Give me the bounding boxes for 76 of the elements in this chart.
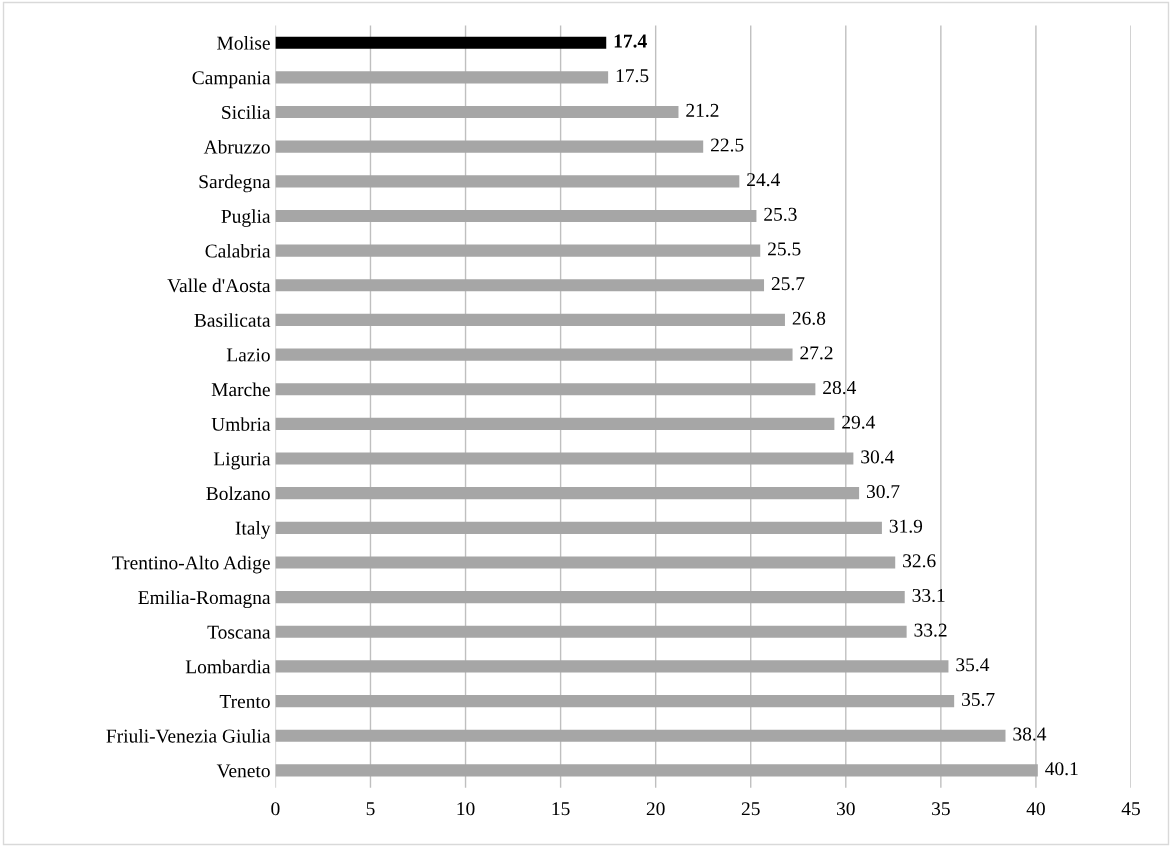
bar: [275, 105, 679, 119]
data-label: 38.4: [1013, 727, 1047, 741]
y-tick-label: Sardegna: [199, 174, 271, 193]
y-tick-label: Veneto: [216, 764, 270, 778]
y-tick-label: Sicilia: [222, 105, 271, 119]
y-tick-label: Emilia-Romagna: [138, 590, 271, 609]
data-label: 32.6: [903, 554, 936, 568]
bar: [275, 348, 793, 361]
x-tick-label: 30: [837, 802, 855, 816]
bar: [275, 209, 757, 223]
bar: [275, 487, 860, 500]
bar: [275, 71, 609, 84]
y-tick-label: Campania: [192, 71, 271, 89]
data-label: 31.9: [889, 519, 923, 533]
data-label: 33.1: [912, 588, 945, 603]
y-tick-label: Umbria: [211, 417, 271, 431]
x-tick-label: 5: [366, 802, 375, 816]
bar: [275, 383, 816, 396]
bar: [275, 244, 761, 257]
data-label: 21.2: [686, 103, 719, 117]
x-tick-label: 10: [457, 802, 475, 816]
y-tick-label: Lombardia: [185, 659, 271, 674]
bar: [275, 556, 896, 569]
y-tick-label: Calabria: [205, 243, 271, 258]
y-tick-label: Valle d'Aosta: [167, 278, 271, 293]
data-label: 33.2: [914, 623, 947, 637]
y-tick-label: Toscana: [207, 625, 271, 639]
x-tick-label: 35: [932, 802, 950, 816]
y-tick-label: Basilicata: [194, 313, 271, 327]
x-tick-label: 0: [271, 802, 280, 816]
bar: [275, 36, 607, 49]
y-tick-label: Friuli-Venezia Giulia: [106, 728, 271, 743]
y-tick-label: Trento: [219, 695, 270, 709]
data-label: 30.7: [866, 484, 900, 499]
x-tick-label: 45: [1121, 802, 1140, 816]
y-tick-label: Bolzano: [206, 486, 270, 501]
data-label: 22.5: [711, 138, 744, 152]
y-tick-label: Molise: [217, 35, 270, 50]
bar: [275, 591, 905, 604]
bar: [275, 729, 1006, 742]
bar: [275, 140, 704, 153]
bar: [275, 417, 835, 430]
x-tick-label: 40: [1026, 802, 1045, 816]
y-tick-label: Lazio: [226, 348, 270, 362]
data-label: 30.4: [861, 450, 895, 464]
bar: [275, 660, 949, 673]
bar: [275, 313, 785, 326]
data-label: 35.4: [956, 658, 990, 672]
y-tick-label: Italy: [235, 521, 271, 539]
bar: [275, 521, 882, 534]
data-label: 25.5: [768, 242, 801, 256]
data-label: 29.4: [842, 415, 876, 429]
bar: [275, 279, 765, 292]
data-label: 17.4: [614, 34, 647, 48]
bar: [275, 695, 955, 708]
bar: [275, 175, 740, 188]
data-label: 25.7: [771, 277, 805, 291]
x-tick-label: 15: [552, 802, 570, 816]
data-label: 17.5: [616, 69, 649, 83]
y-tick-label: Trentino-Alto Adige: [112, 555, 270, 574]
bar: [275, 764, 1038, 777]
data-label: 35.7: [962, 692, 995, 707]
bar: [275, 625, 907, 638]
data-label: 25.3: [764, 207, 797, 221]
data-label: 28.4: [823, 380, 857, 395]
x-tick-label: 25: [741, 802, 760, 816]
data-label: 24.4: [747, 173, 780, 187]
y-tick-label: Puglia: [221, 209, 271, 227]
data-label: 26.8: [792, 311, 826, 325]
y-tick-label: Abruzzo: [203, 139, 270, 154]
data-label: 40.1: [1045, 762, 1078, 776]
data-label: 27.2: [800, 346, 833, 360]
y-tick-label: Liguria: [213, 452, 271, 470]
y-tick-label: Marche: [211, 382, 270, 397]
x-tick-label: 20: [646, 802, 665, 816]
bar: [275, 452, 854, 465]
